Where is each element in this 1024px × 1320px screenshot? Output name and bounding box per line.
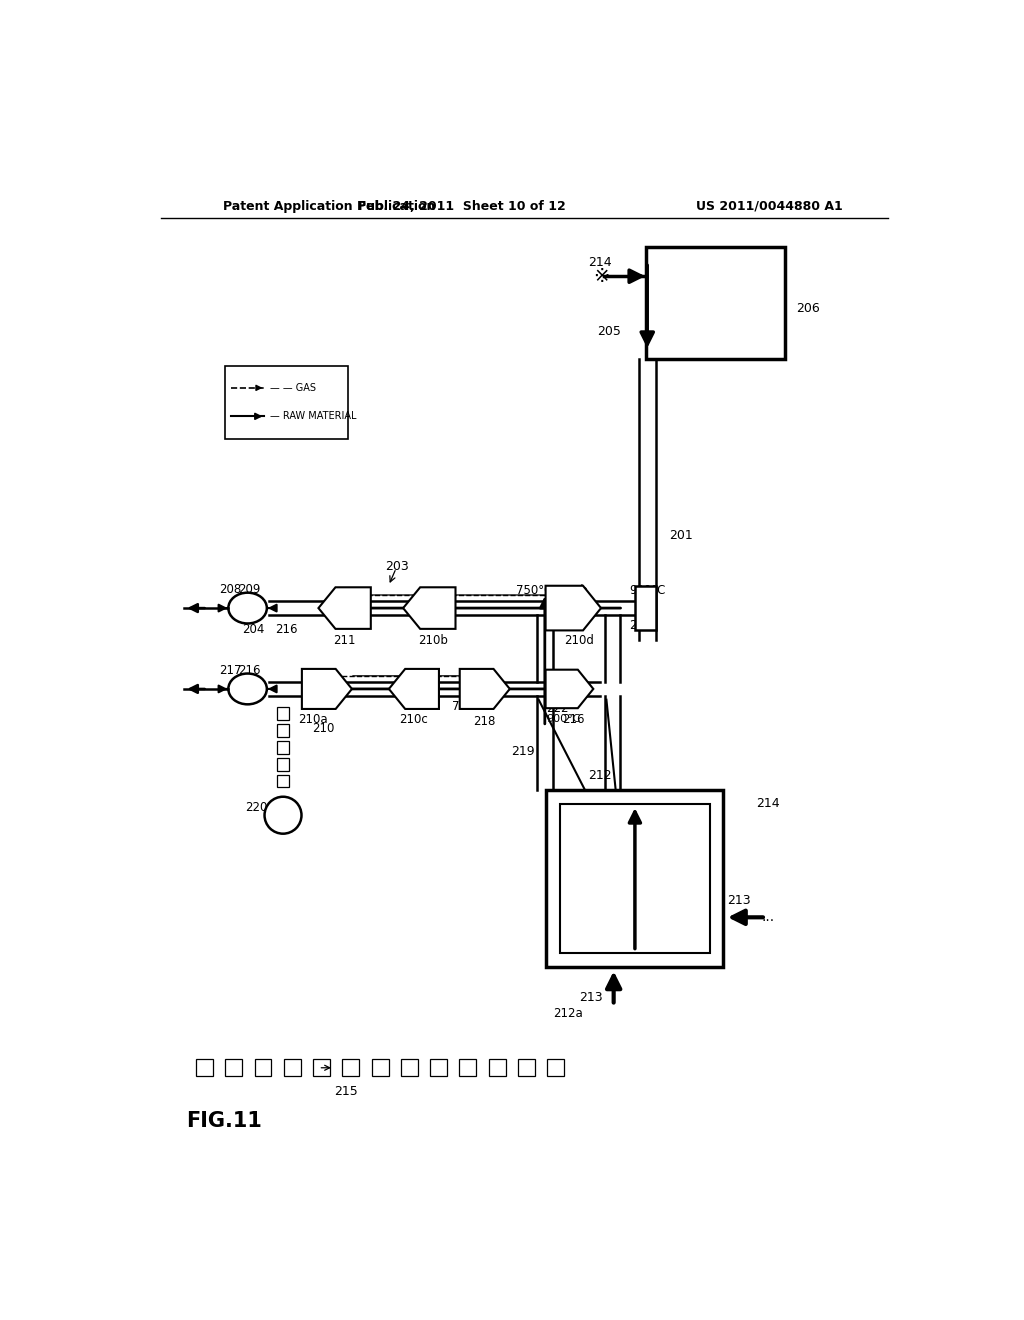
Bar: [488, 1059, 506, 1076]
Text: 212a: 212a: [553, 1007, 583, 1019]
Polygon shape: [302, 669, 352, 709]
Bar: [372, 1059, 388, 1076]
Polygon shape: [546, 669, 593, 708]
Polygon shape: [389, 669, 439, 709]
Text: 212: 212: [588, 770, 611, 783]
Text: — RAW MATERIAL: — RAW MATERIAL: [270, 412, 356, 421]
Bar: [276, 708, 289, 719]
Text: 201: 201: [670, 529, 693, 543]
Text: 213: 213: [579, 991, 602, 1005]
Bar: [276, 742, 289, 754]
Text: 204: 204: [243, 623, 264, 636]
Text: 216: 216: [238, 664, 260, 677]
Text: 750°C: 750°C: [515, 583, 552, 597]
Bar: [400, 1059, 418, 1076]
Text: 208: 208: [219, 583, 242, 597]
Text: ※: ※: [594, 267, 610, 285]
Text: 216: 216: [562, 713, 585, 726]
Bar: [196, 1059, 213, 1076]
Text: 215: 215: [335, 1085, 358, 1098]
Text: 210: 210: [312, 722, 334, 735]
Polygon shape: [546, 586, 601, 631]
Bar: [646, 247, 785, 359]
Text: 210c: 210c: [399, 713, 428, 726]
Text: 202: 202: [630, 619, 652, 632]
Bar: [342, 1059, 359, 1076]
Bar: [460, 1059, 476, 1076]
Polygon shape: [460, 669, 510, 709]
Bar: [518, 1059, 535, 1076]
Text: 220: 220: [245, 801, 267, 814]
Text: 219: 219: [511, 744, 536, 758]
Bar: [284, 1059, 301, 1076]
Text: 217: 217: [219, 664, 242, 677]
Text: 218: 218: [473, 714, 496, 727]
Bar: [547, 789, 724, 966]
Text: US 2011/0044880 A1: US 2011/0044880 A1: [696, 199, 843, 213]
Bar: [276, 725, 289, 737]
Text: 209: 209: [238, 583, 260, 597]
Bar: [276, 758, 289, 771]
Text: Feb. 24, 2011  Sheet 10 of 12: Feb. 24, 2011 Sheet 10 of 12: [357, 199, 565, 213]
Text: ...: ...: [762, 911, 775, 924]
Text: FIG.11: FIG.11: [186, 1111, 262, 1131]
Polygon shape: [318, 587, 371, 628]
Text: 213: 213: [727, 894, 751, 907]
Bar: [276, 775, 289, 788]
Text: 210b: 210b: [418, 634, 449, 647]
Bar: [547, 1059, 564, 1076]
Text: 211: 211: [334, 634, 356, 647]
Text: 210d: 210d: [564, 634, 594, 647]
Text: Patent Application Publication: Patent Application Publication: [223, 199, 435, 213]
Text: 206: 206: [797, 302, 820, 315]
Text: — — GAS: — — GAS: [270, 383, 316, 393]
Text: 214: 214: [589, 256, 612, 269]
Bar: [313, 1059, 330, 1076]
Bar: [560, 804, 710, 953]
Text: 214: 214: [757, 797, 780, 810]
Text: 210a: 210a: [298, 713, 328, 726]
Text: 900°C: 900°C: [630, 583, 666, 597]
Text: 216: 216: [274, 623, 297, 636]
Text: 205: 205: [598, 325, 622, 338]
Bar: [635, 586, 655, 631]
Bar: [225, 367, 348, 440]
Text: 900°C: 900°C: [547, 714, 581, 723]
Text: 222: 222: [547, 702, 569, 714]
Text: 203: 203: [385, 560, 409, 573]
Text: 203b: 203b: [558, 583, 588, 597]
Text: 750°C: 750°C: [453, 700, 488, 713]
Bar: [255, 1059, 271, 1076]
Bar: [430, 1059, 447, 1076]
Bar: [225, 1059, 243, 1076]
Polygon shape: [403, 587, 456, 628]
